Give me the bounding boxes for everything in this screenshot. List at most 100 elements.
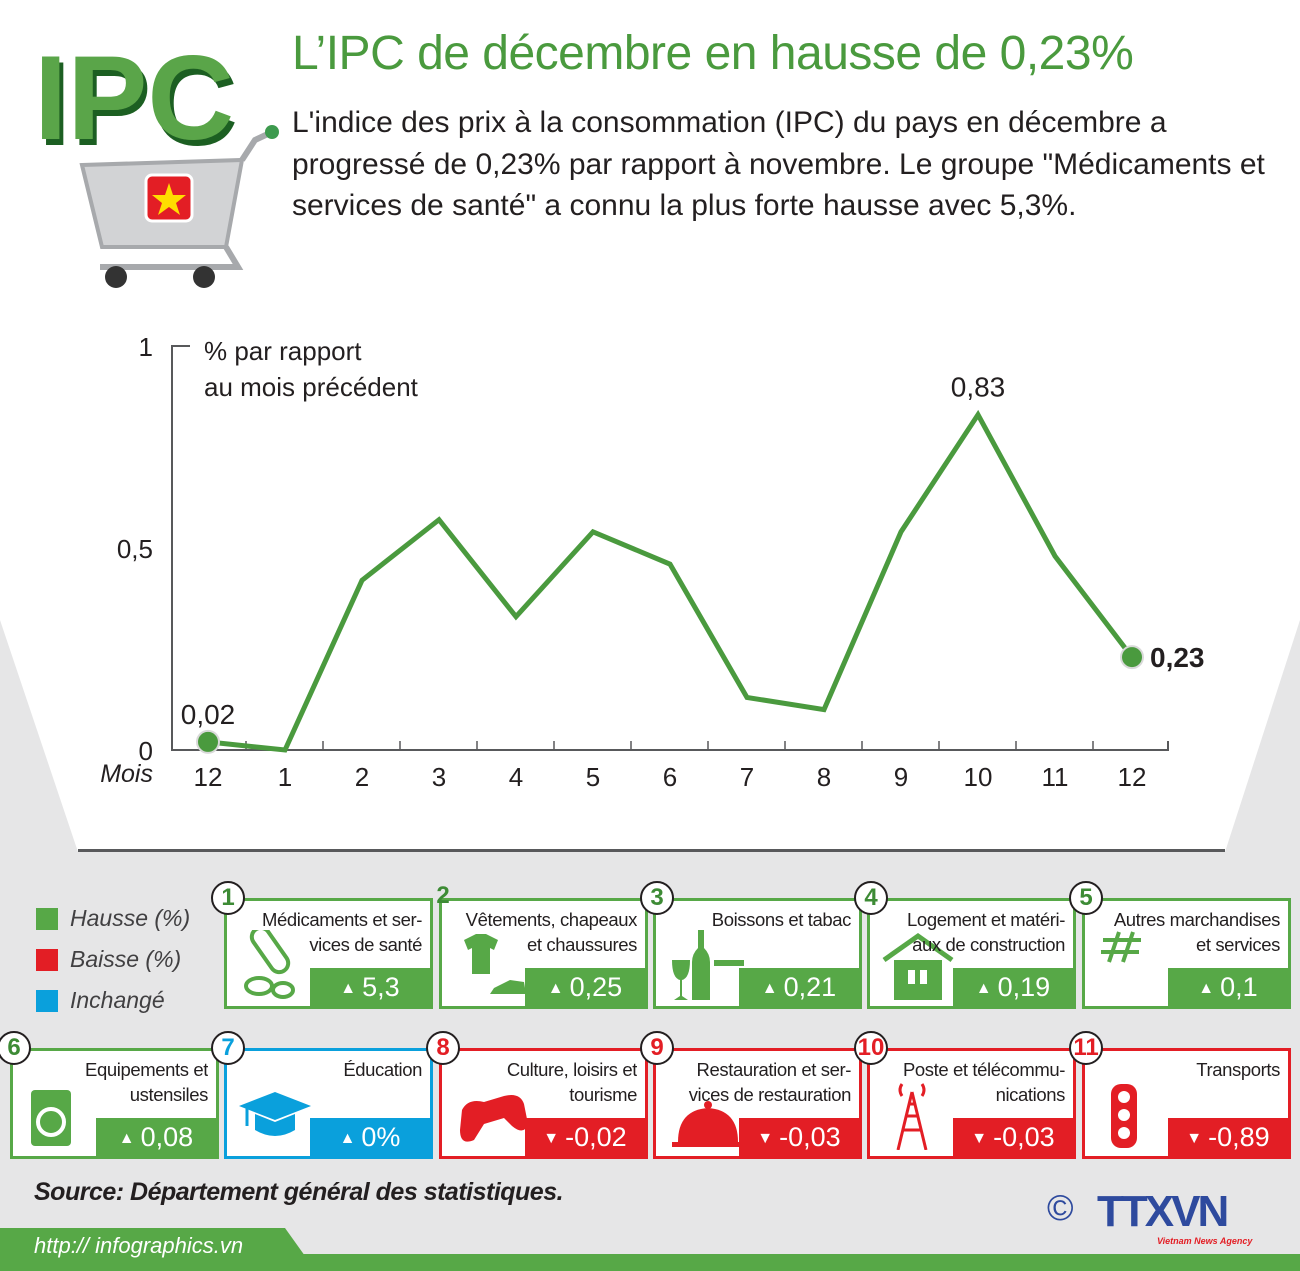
category-label: Restauration et ser-vices de restauratio…	[688, 1059, 851, 1105]
category-label: Transports	[1196, 1059, 1280, 1080]
category-value: -0,89	[1208, 1122, 1270, 1152]
source-note: Source: Département général des statisti…	[34, 1178, 564, 1206]
category-label-box: Poste et télécommu-nications	[870, 1057, 1065, 1107]
category-label-box: Restauration et ser-vices de restauratio…	[656, 1057, 851, 1107]
category-label-box: Vêtements, chapeaux et chaussures	[442, 907, 637, 957]
data-label: 0,83	[951, 372, 1006, 403]
graduation-cap-icon	[239, 1092, 311, 1136]
antenna-tower-icon	[896, 1083, 928, 1150]
arrow-down-icon: ▼	[757, 1129, 774, 1147]
arrow-up-icon: ▲	[339, 1129, 356, 1147]
traffic-light-icon	[1111, 1084, 1137, 1148]
clothing-icon	[464, 934, 526, 994]
food-cloche-icon	[672, 1101, 744, 1147]
category-card-8: 8 Culture, loisirs et tourisme ▼ -0,02	[426, 1031, 648, 1159]
category-number: 2	[436, 882, 450, 909]
copyright-icon: ©	[1047, 1187, 1074, 1228]
x-tick-label: 7	[740, 762, 754, 792]
y-axis-label-line2: au mois précédent	[204, 372, 419, 402]
chart-background	[0, 0, 1300, 852]
category-value: 0,08	[140, 1122, 194, 1152]
page-title: L’IPC de décembre en hausse de 0,23%	[292, 27, 1134, 80]
category-value-box: ▲ 0,19	[953, 968, 1073, 1006]
category-number: 3	[640, 881, 674, 915]
data-point	[1120, 645, 1144, 670]
category-card-6: 6 Equipements et ustensiles ▲ 0,08	[0, 1031, 219, 1159]
category-card-1: 1 Médicaments et ser-vices de santé ▲ 5,3	[211, 881, 433, 1009]
category-value-box: ▲ 0%	[310, 1118, 430, 1156]
y-tick-label: 0,5	[117, 534, 153, 564]
data-point	[196, 729, 220, 754]
data-label: 0,02	[181, 699, 236, 730]
x-tick-label: 11	[1042, 762, 1069, 792]
category-value-box: ▼ -0,02	[525, 1118, 645, 1156]
x-tick-label: 8	[817, 762, 831, 792]
category-number: 4	[854, 881, 888, 915]
chart-marks	[196, 409, 1144, 754]
arrow-down-icon: ▼	[971, 1129, 988, 1147]
category-number: 8	[426, 1031, 460, 1065]
x-tick-label: 9	[894, 762, 908, 792]
divider	[78, 849, 1225, 852]
category-value-box: ▲ 5,3	[310, 968, 430, 1006]
legend-swatch	[36, 907, 58, 930]
ipc-3d-text: IPC	[34, 31, 234, 165]
category-number: 7	[211, 1031, 245, 1065]
series-line	[207, 409, 1134, 753]
arrow-up-icon: ▲	[340, 979, 357, 997]
x-tick-label: 10	[964, 762, 993, 792]
category-value: -0,03	[779, 1122, 841, 1152]
category-label-box: Equipements et ustensiles	[13, 1057, 208, 1107]
category-value: 0,21	[783, 972, 837, 1002]
axis-line	[171, 345, 1169, 751]
y-axis-label-line1: % par rapport	[204, 336, 362, 366]
x-tick-label: 12	[1118, 762, 1147, 792]
pills-icon	[244, 930, 295, 999]
category-card-4: 4 Logement et matéri-aux de construction…	[854, 881, 1076, 1009]
legend-label: Baisse (%)	[70, 946, 182, 972]
ipc-cart-logo: IPC	[34, 31, 279, 288]
category-label-box: Logement et matéri-aux de construction	[870, 907, 1065, 957]
category-label: Equipements et ustensiles	[85, 1059, 208, 1105]
intro-text: L'indice des prix à la consommation (IPC…	[292, 106, 1265, 222]
category-card-2: 2 Vêtements, chapeaux et chaussures ▲ 0,2…	[436, 882, 648, 1009]
arrow-up-icon: ▲	[1198, 979, 1215, 997]
category-label-box: Boissons et tabac	[656, 907, 851, 932]
x-tick-label: 6	[663, 762, 677, 792]
legend-label: Hausse (%)	[70, 905, 191, 931]
category-number: 5	[1069, 881, 1103, 915]
category-label: Boissons et tabac	[711, 909, 851, 930]
category-value: -0,03	[993, 1122, 1055, 1152]
arrow-down-icon: ▼	[1186, 1129, 1203, 1147]
agency-subtitle: Vietnam News Agency	[1157, 1236, 1253, 1246]
bottle-cigarette-icon	[672, 930, 744, 1000]
legend-item-baisse: Baisse (%)	[36, 939, 190, 980]
category-value-box: ▼ -0,89	[1168, 1118, 1288, 1156]
x-tick-label: 1	[278, 762, 292, 792]
house-icon	[882, 932, 954, 1000]
category-value-box: ▲ 0,21	[739, 968, 859, 1006]
x-tick-label: 2	[355, 762, 369, 792]
legend-label: Inchangé	[70, 987, 165, 1013]
category-value: -0,02	[565, 1122, 627, 1152]
x-axis-label: Mois	[100, 760, 153, 788]
gamepad-icon	[460, 1095, 528, 1142]
category-card-7: 7 Éducation ▲ 0%	[211, 1031, 433, 1159]
category-label: Vêtements, chapeaux et chaussures	[465, 909, 637, 955]
site-link[interactable]: http:// infographics.vn	[34, 1233, 244, 1258]
category-value: 5,3	[362, 972, 400, 1002]
arrow-up-icon: ▲	[761, 979, 778, 997]
category-number: 11	[1069, 1031, 1103, 1065]
category-value-box: ▼ -0,03	[953, 1118, 1073, 1156]
category-value: 0,1	[1220, 972, 1258, 1002]
legend: Hausse (%) Baisse (%) Inchangé	[36, 898, 190, 1021]
category-card-5: 5 Autres marchandises et services ▲ 0,1	[1069, 881, 1291, 1009]
category-number: 1	[211, 881, 245, 915]
legend-swatch	[36, 948, 58, 971]
category-value: 0,19	[997, 972, 1051, 1002]
agency-logo-text: TTXVN	[1097, 1187, 1226, 1236]
category-label-box: Culture, loisirs et tourisme	[442, 1057, 637, 1107]
ttxvn-logo: © TTXVN Vietnam News Agency	[1047, 1187, 1253, 1246]
